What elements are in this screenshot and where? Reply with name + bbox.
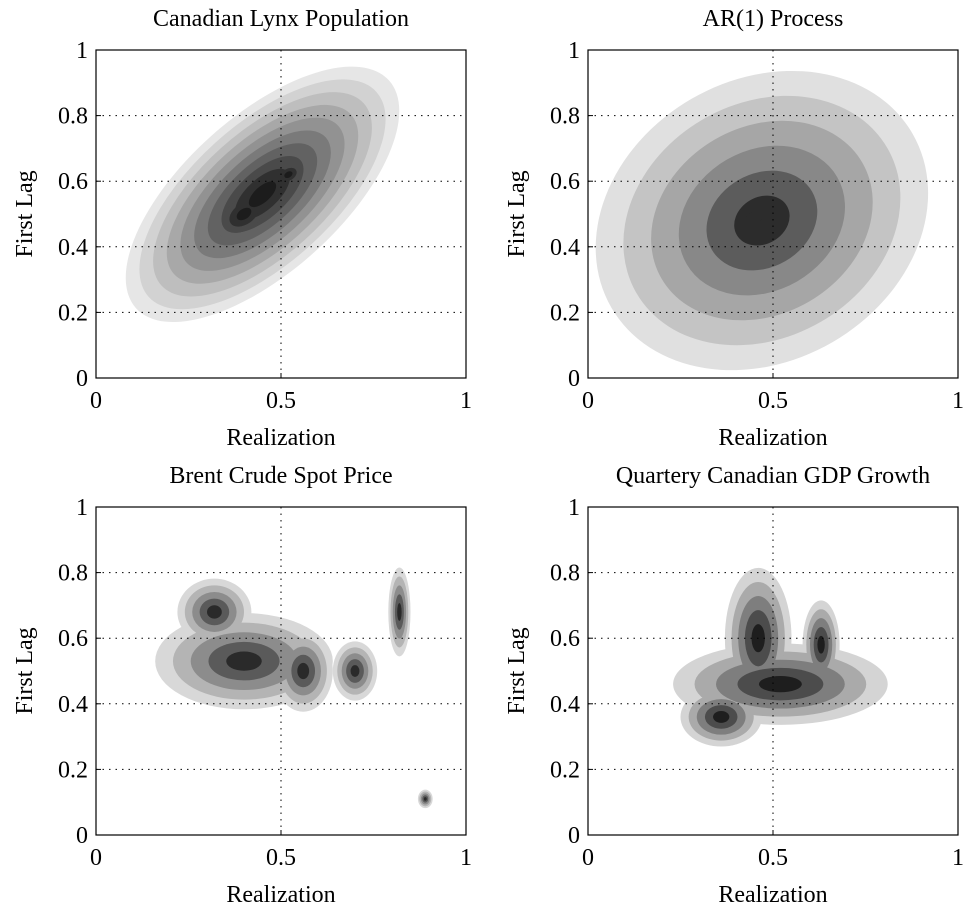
panel: 0 0.5 1 0 0.2 0.4 0.6 0.8 1 AR(1) Process Realizat… bbox=[504, 6, 964, 451]
x-tick-label: 1 bbox=[460, 388, 472, 414]
y-tick-label: 0.2 bbox=[58, 300, 88, 326]
x-tick-label: 0 bbox=[582, 845, 594, 871]
y-tick-label: 0 bbox=[76, 366, 88, 392]
x-tick-label: 0 bbox=[582, 388, 594, 414]
contour-region bbox=[248, 181, 277, 208]
y-tick-label: 0.8 bbox=[550, 104, 580, 130]
contour-region bbox=[236, 207, 252, 221]
y-axis-label: First Lag bbox=[504, 627, 530, 714]
chart-title: Brent Crude Spot Price bbox=[169, 463, 392, 489]
chart-title: Canadian Lynx Population bbox=[153, 6, 409, 32]
axes-box bbox=[587, 506, 959, 836]
contour-region bbox=[284, 171, 293, 179]
y-axis-label: First Lag bbox=[504, 170, 530, 257]
y-axis-label: First Lag bbox=[12, 627, 38, 714]
x-tick-label: 0.5 bbox=[266, 845, 296, 871]
y-tick-label: 0.4 bbox=[550, 692, 580, 718]
y-tick-label: 1 bbox=[76, 495, 88, 521]
contour-region bbox=[207, 605, 222, 619]
plot-area bbox=[125, 66, 400, 323]
y-tick-label: 0.8 bbox=[550, 561, 580, 587]
y-tick-label: 0.6 bbox=[550, 626, 580, 652]
y-tick-label: 1 bbox=[568, 495, 580, 521]
contour-region bbox=[423, 797, 427, 801]
y-tick-label: 0.8 bbox=[58, 561, 88, 587]
x-tick-label: 1 bbox=[460, 845, 472, 871]
x-tick-label: 0.5 bbox=[266, 388, 296, 414]
contour-region bbox=[758, 675, 802, 693]
panel: 0 0.5 1 0 0.2 0.4 0.6 0.8 1 Quartery Canadian GDP… bbox=[504, 463, 964, 908]
contour-region bbox=[817, 635, 825, 654]
y-tick-label: 0.4 bbox=[58, 692, 88, 718]
y-tick-label: 0.6 bbox=[58, 626, 88, 652]
axes-box bbox=[95, 506, 467, 836]
contour-region bbox=[734, 195, 790, 246]
y-tick-label: 0.2 bbox=[58, 757, 88, 783]
y-tick-label: 0 bbox=[568, 366, 580, 392]
x-tick-label: 1 bbox=[952, 845, 964, 871]
y-tick-label: 0 bbox=[568, 823, 580, 849]
axes-box bbox=[587, 49, 959, 379]
plot-area bbox=[673, 567, 888, 747]
y-tick-label: 0.2 bbox=[550, 300, 580, 326]
y-tick-label: 0.2 bbox=[550, 757, 580, 783]
x-axis-label: Realization bbox=[226, 882, 335, 908]
x-tick-label: 0.5 bbox=[758, 845, 788, 871]
y-tick-label: 0.6 bbox=[550, 169, 580, 195]
y-tick-label: 1 bbox=[76, 38, 88, 64]
contour-region bbox=[297, 662, 310, 680]
plot-area bbox=[595, 70, 929, 371]
x-axis-label: Realization bbox=[718, 882, 827, 908]
x-tick-label: 0 bbox=[90, 388, 102, 414]
y-tick-label: 1 bbox=[568, 38, 580, 64]
contour-region bbox=[350, 665, 360, 677]
panel: 0 0.5 1 0 0.2 0.4 0.6 0.8 1 Brent Crude Spot Pric… bbox=[12, 463, 472, 908]
contour-region bbox=[226, 651, 262, 671]
contour-region bbox=[713, 711, 730, 723]
contour-region bbox=[745, 211, 764, 224]
chart-title: AR(1) Process bbox=[703, 6, 844, 32]
y-tick-label: 0.4 bbox=[58, 235, 88, 261]
axes-box bbox=[95, 49, 467, 379]
contour-region bbox=[397, 603, 402, 621]
plot-area bbox=[155, 567, 433, 809]
chart-title: Quartery Canadian GDP Growth bbox=[616, 463, 930, 489]
x-tick-label: 0 bbox=[90, 845, 102, 871]
x-tick-label: 1 bbox=[952, 388, 964, 414]
panel: 0 0.5 1 0 0.2 0.4 0.6 0.8 1 Canadian Lynx Populat… bbox=[12, 6, 472, 451]
y-axis-label: First Lag bbox=[12, 170, 38, 257]
x-tick-label: 0.5 bbox=[758, 388, 788, 414]
y-tick-label: 0.6 bbox=[58, 169, 88, 195]
y-tick-label: 0.8 bbox=[58, 104, 88, 130]
y-tick-label: 0.4 bbox=[550, 235, 580, 261]
x-axis-label: Realization bbox=[718, 425, 827, 451]
x-axis-label: Realization bbox=[226, 425, 335, 451]
y-tick-label: 0 bbox=[76, 823, 88, 849]
